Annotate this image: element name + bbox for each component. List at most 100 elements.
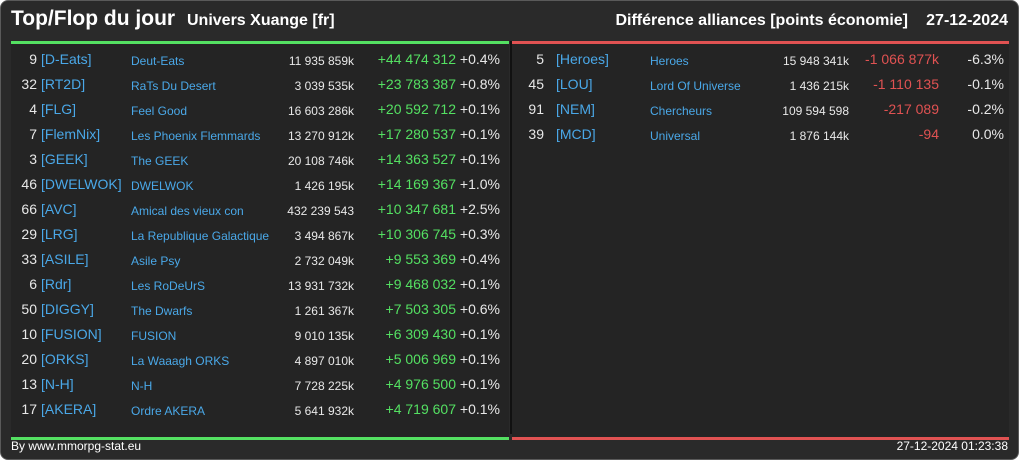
alliance-tag-link[interactable]: [Heroes]	[556, 51, 609, 67]
percent-change: +1.0%	[459, 176, 500, 192]
percent-change: +0.8%	[459, 76, 500, 92]
alliance-rank: 9	[29, 51, 37, 67]
percent-change: +0.1%	[459, 376, 500, 392]
top-row: 50 [DIGGY] The Dwarfs 1 261 367k +7 503 305 +…	[11, 299, 509, 324]
alliance-rank: 91	[528, 101, 544, 117]
alliance-rank: 66	[21, 201, 37, 217]
page-title: Top/Flop du jour	[11, 7, 176, 30]
percent-change: +0.4%	[459, 251, 500, 267]
site-credit: By www.mmorpg-stat.eu	[11, 439, 142, 453]
alliance-name-link[interactable]: RaTs Du Desert	[131, 79, 216, 93]
alliance-name-link[interactable]: La Republique Galactique	[131, 229, 270, 243]
alliance-tag-link[interactable]: [Rdr]	[41, 276, 72, 292]
alliance-tag-link[interactable]: [GEEK]	[41, 151, 88, 167]
alliance-tag-link[interactable]: [DWELWOK]	[41, 176, 122, 192]
alliance-points: 9 010 135k	[294, 329, 354, 343]
alliance-rank: 45	[528, 76, 544, 92]
points-difference: +9 553 369	[385, 251, 456, 267]
percent-change: +2.5%	[459, 201, 500, 217]
points-difference: +5 006 969	[385, 351, 456, 367]
alliance-tag-link[interactable]: [D-Eats]	[41, 51, 92, 67]
top-panel: 9 [D-Eats] Deut-Eats 11 935 859k +44 474 312…	[11, 41, 509, 440]
alliance-points: 109 594 598	[782, 104, 849, 118]
alliance-points: 16 603 286k	[287, 104, 354, 118]
points-difference: -1 066 877k	[865, 51, 939, 67]
alliance-tag-link[interactable]: [LRG]	[41, 226, 78, 242]
alliance-points: 2 732 049k	[294, 254, 354, 268]
alliance-tag-link[interactable]: [NEM]	[556, 101, 595, 117]
alliance-name-link[interactable]: Amical des vieux con	[131, 204, 244, 218]
alliance-tag-link[interactable]: [FLG]	[41, 101, 77, 117]
top-row: 7 [FlemNix] Les Phoenix Flemmards 13 270 91…	[11, 124, 509, 149]
alliance-rank: 17	[21, 401, 37, 417]
percent-change: -0.1%	[967, 76, 1004, 92]
alliance-name-link[interactable]: Lord Of Universe	[650, 79, 741, 93]
top-row: 20 [ORKS] La Waaagh ORKS 4 897 010k +5 006 9…	[11, 349, 509, 374]
alliance-name-link[interactable]: Les Phoenix Flemmards	[131, 129, 261, 143]
alliance-tag-link[interactable]: [DIGGY]	[41, 301, 94, 317]
alliance-rank: 6	[29, 276, 37, 292]
top-row: 9 [D-Eats] Deut-Eats 11 935 859k +44 474 312…	[11, 49, 509, 74]
alliance-tag-link[interactable]: [FlemNix]	[41, 126, 101, 142]
points-difference: +4 719 607	[385, 401, 456, 417]
percent-change: -6.3%	[967, 51, 1004, 67]
alliance-name-link[interactable]: FUSION	[131, 329, 177, 343]
alliance-points: 13 931 732k	[287, 279, 354, 293]
points-difference: -217 089	[883, 101, 939, 117]
points-difference: -1 110 135	[873, 76, 939, 92]
points-difference: +7 503 305	[385, 301, 456, 317]
alliance-rank: 32	[21, 76, 37, 92]
top-row: 32 [RT2D] RaTs Du Desert 3 039 535k +23 783 …	[11, 74, 509, 99]
alliance-rank: 46	[21, 176, 37, 192]
alliance-tag-link[interactable]: [FUSION]	[41, 326, 102, 342]
alliance-tag-link[interactable]: [RT2D]	[41, 76, 86, 92]
flop-row: 91 [NEM] Chercheurs 109 594 598 -217 089 -0.2…	[512, 99, 1009, 124]
alliance-rank: 39	[528, 126, 544, 142]
alliance-rank: 5	[536, 51, 544, 67]
points-difference: +44 474 312	[377, 51, 456, 67]
alliance-points: 7 728 225k	[294, 379, 354, 393]
date-label: 27-12-2024	[926, 12, 1008, 29]
alliance-name-link[interactable]: Universal	[650, 129, 701, 143]
alliance-tag-link[interactable]: [ASILE]	[41, 251, 89, 267]
alliance-points: 1 436 215k	[789, 79, 849, 93]
alliance-name-link[interactable]: The Dwarfs	[131, 304, 193, 318]
points-difference: +14 363 527	[377, 151, 456, 167]
alliance-name-link[interactable]: Asile Psy	[131, 254, 181, 268]
top-row: 13 [N-H] N-H 7 728 225k +4 976 500 +0.1%	[11, 374, 509, 399]
alliance-name-link[interactable]: Feel Good	[131, 104, 188, 118]
alliance-tag-link[interactable]: [AKERA]	[41, 401, 97, 417]
alliance-name-link[interactable]: Deut-Eats	[131, 54, 185, 68]
generated-timestamp: 27-12-2024 01:23:38	[896, 439, 1008, 453]
alliance-name-link[interactable]: N-H	[131, 379, 153, 393]
alliance-rank: 10	[21, 326, 37, 342]
alliance-points: 4 897 010k	[294, 354, 354, 368]
alliance-tag-link[interactable]: [N-H]	[41, 376, 74, 392]
alliance-points: 11 935 859k	[288, 54, 354, 68]
alliance-name-link[interactable]: Chercheurs	[650, 104, 713, 118]
alliance-name-link[interactable]: Les RoDeUrS	[131, 279, 206, 293]
alliance-tag-link[interactable]: [AVC]	[41, 201, 77, 217]
alliance-tag-link[interactable]: [LOU]	[556, 76, 593, 92]
percent-change: +0.4%	[459, 51, 500, 67]
alliance-points: 20 108 746k	[287, 154, 354, 168]
points-difference: +10 347 681	[377, 201, 456, 217]
top-row: 29 [LRG] La Republique Galactique 3 494 867…	[11, 224, 509, 249]
alliance-rank: 50	[21, 301, 37, 317]
percent-change: +0.1%	[459, 101, 500, 117]
top-row: 6 [Rdr] Les RoDeUrS 13 931 732k +9 468 032 +0…	[11, 274, 509, 299]
alliance-points: 1 426 195k	[294, 179, 354, 193]
alliance-tag-link[interactable]: [ORKS]	[41, 351, 89, 367]
top-row: 4 [FLG] Feel Good 16 603 286k +20 592 712 +0.…	[11, 99, 509, 124]
points-difference: +6 309 430	[385, 326, 456, 342]
alliance-name-link[interactable]: Ordre AKERA	[131, 404, 206, 418]
alliance-name-link[interactable]: The GEEK	[131, 154, 189, 168]
panel-divider	[510, 41, 512, 434]
percent-change: +0.3%	[459, 226, 500, 242]
alliance-name-link[interactable]: La Waaagh ORKS	[131, 354, 230, 368]
alliance-name-link[interactable]: Heroes	[650, 54, 689, 68]
alliance-name-link[interactable]: DWELWOK	[131, 179, 194, 193]
points-difference: +10 306 745	[377, 226, 456, 242]
alliance-tag-link[interactable]: [MCD]	[556, 126, 596, 142]
